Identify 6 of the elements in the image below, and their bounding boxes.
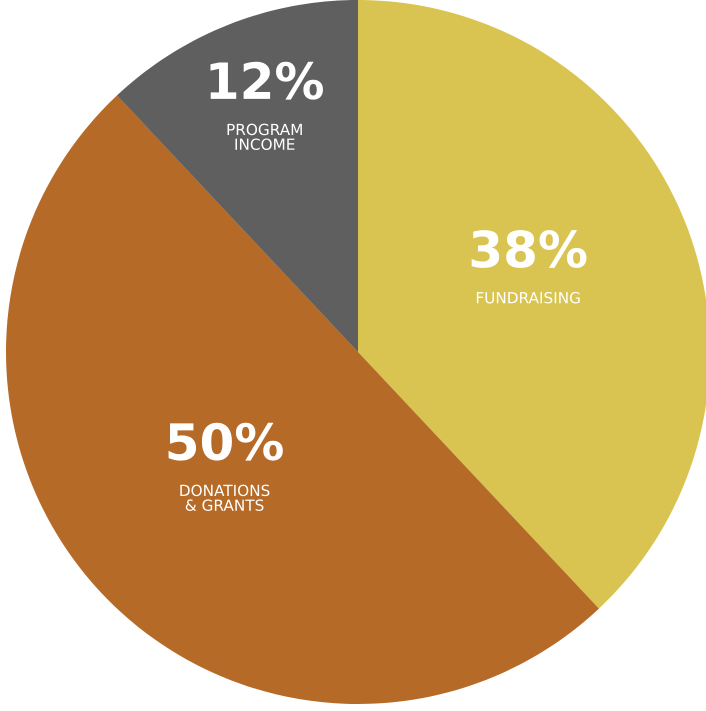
data-label: 38% <box>472 230 586 268</box>
slice-label: DONATIONS & GRANTS <box>180 484 270 511</box>
slice-label: PROGRAM INCOME <box>228 124 302 150</box>
data-label: 12% <box>210 62 323 100</box>
data-label: 50% <box>168 422 283 461</box>
slice-label: FUNDRAISING <box>476 292 580 304</box>
